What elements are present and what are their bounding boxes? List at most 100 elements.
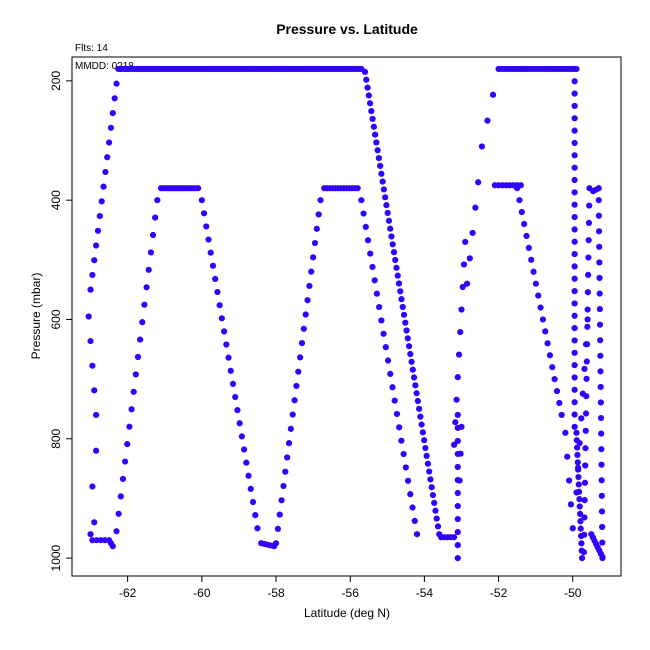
data-point	[571, 263, 578, 270]
data-point	[571, 423, 578, 430]
data-point	[247, 485, 254, 492]
data-point	[409, 366, 416, 373]
data-point	[539, 316, 547, 323]
data-point	[583, 375, 590, 382]
data-point	[229, 380, 237, 388]
data-point	[571, 238, 578, 245]
data-point	[134, 353, 142, 361]
x-axis: -62 -60 -58 -56 -54 -52 -50	[119, 576, 582, 600]
data-point	[454, 555, 461, 562]
data-point	[403, 327, 410, 334]
x-tick-label: -50	[564, 586, 582, 600]
data-point	[459, 283, 466, 291]
data-point	[525, 244, 532, 251]
data-point	[400, 450, 407, 458]
data-point	[402, 319, 409, 326]
data-point	[457, 328, 464, 336]
data-point	[295, 368, 302, 375]
data-point	[384, 357, 392, 364]
y-tick-label: 400	[49, 190, 63, 210]
data-point	[562, 429, 569, 436]
data-point	[132, 371, 139, 378]
data-point	[91, 257, 98, 264]
data-point	[523, 232, 530, 240]
data-point	[126, 423, 133, 430]
data-point	[361, 68, 369, 76]
data-point	[595, 228, 603, 235]
data-point	[220, 328, 228, 335]
data-point	[532, 280, 539, 287]
data-point	[200, 210, 208, 217]
data-point	[227, 367, 234, 374]
data-point	[571, 337, 578, 344]
data-point	[308, 268, 315, 275]
data-point	[428, 484, 435, 491]
data-point	[369, 263, 376, 271]
data-point	[362, 223, 369, 230]
data-point	[571, 189, 578, 196]
data-point	[581, 514, 588, 521]
data-point	[198, 197, 205, 204]
data-point	[365, 92, 372, 99]
data-point	[579, 390, 586, 397]
data-point	[404, 477, 412, 484]
data-point	[595, 197, 602, 204]
data-point	[376, 303, 383, 311]
data-point	[571, 90, 578, 97]
data-point	[571, 300, 578, 307]
data-point	[385, 217, 393, 224]
data-point	[85, 313, 92, 320]
data-point	[370, 123, 377, 130]
data-point	[388, 233, 395, 240]
data-point	[596, 274, 603, 282]
data-point	[368, 107, 375, 115]
data-point	[427, 476, 434, 483]
data-point	[429, 491, 437, 499]
data-points	[85, 65, 606, 562]
data-point	[422, 444, 429, 452]
data-point	[207, 249, 214, 256]
data-point	[241, 446, 248, 453]
y-axis-label: Pressure (mbar)	[29, 273, 43, 360]
data-point	[595, 212, 603, 219]
data-point	[597, 414, 605, 422]
data-point	[412, 382, 419, 389]
data-point	[475, 179, 482, 186]
data-point	[586, 202, 593, 209]
data-point	[571, 139, 578, 147]
data-point	[546, 352, 554, 359]
data-point	[457, 450, 464, 457]
data-point	[98, 198, 105, 205]
data-point	[414, 397, 421, 405]
data-point	[364, 237, 372, 244]
data-point	[578, 555, 586, 562]
data-point	[393, 410, 401, 418]
data-point	[585, 219, 593, 226]
data-point	[89, 271, 96, 279]
data-point	[214, 288, 221, 296]
mmdd-annotation: MMDD: 0218	[75, 61, 134, 72]
data-point	[87, 286, 94, 293]
x-tick-label: -52	[490, 586, 508, 600]
data-point	[128, 406, 135, 413]
data-point	[583, 358, 590, 365]
data-point	[421, 437, 428, 444]
data-point	[514, 185, 521, 192]
data-point	[384, 209, 391, 217]
x-tick-label: -60	[193, 586, 211, 600]
data-point	[382, 344, 389, 351]
data-point	[124, 441, 131, 448]
data-point	[304, 297, 311, 304]
data-point	[367, 250, 374, 257]
data-point	[212, 275, 219, 283]
data-point	[147, 249, 154, 256]
data-point	[94, 227, 102, 234]
data-point	[205, 236, 212, 243]
data-point	[400, 311, 408, 318]
data-point	[432, 507, 439, 514]
y-tick-label: 1000	[49, 544, 63, 571]
data-point	[366, 100, 374, 107]
data-point	[225, 354, 232, 361]
data-point	[571, 411, 578, 418]
data-point	[535, 292, 542, 299]
